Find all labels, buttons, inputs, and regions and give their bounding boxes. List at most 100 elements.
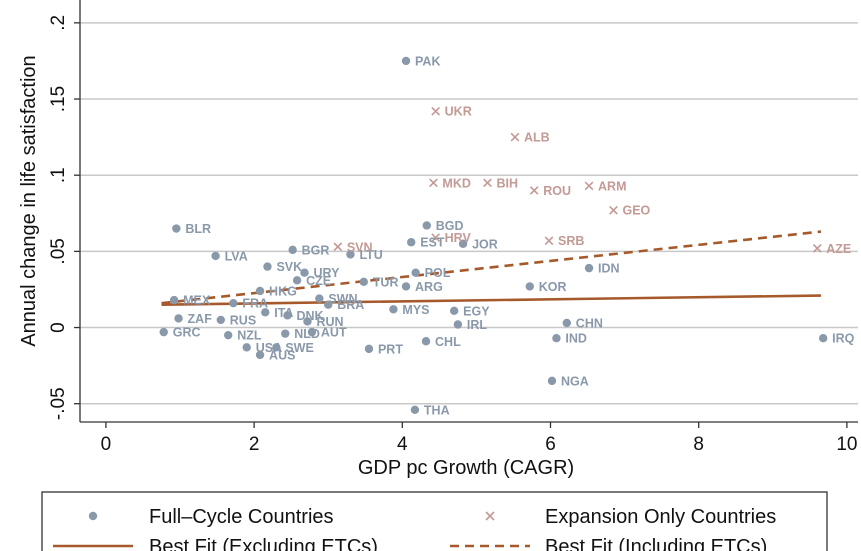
point-ltu (346, 250, 355, 259)
point-egy (449, 306, 459, 315)
label-zaf: ZAF (188, 312, 213, 326)
label-swe: SWE (285, 341, 313, 355)
label-lva: LVA (225, 249, 248, 263)
point-hkg (255, 286, 265, 296)
point-bgd (422, 221, 431, 230)
point-dnk (283, 311, 292, 320)
point-ita (261, 308, 270, 317)
point-run (303, 317, 312, 326)
point-chn (562, 318, 572, 328)
point-jor (458, 239, 468, 248)
x-tick-label: 2 (249, 434, 260, 455)
label-kor: KOR (539, 280, 567, 294)
point-rus (216, 315, 225, 325)
point-idn (584, 263, 594, 273)
y-tick-label: 0 (48, 322, 69, 333)
label-rus: RUS (230, 313, 256, 327)
point-nld (281, 329, 290, 338)
label-run: RUN (316, 315, 343, 329)
point-prt (364, 344, 374, 354)
label-idn: IDN (598, 262, 620, 276)
label-pol: POL (425, 266, 451, 280)
label-ita: ITA (274, 306, 293, 320)
label-bih: BIH (497, 176, 519, 190)
fit-lines (161, 230, 822, 306)
label-bgr: BGR (302, 243, 330, 257)
y-tick-label: .1 (48, 167, 69, 183)
fit-line-excluding-etcs (161, 294, 821, 306)
point-nga (547, 376, 557, 386)
point-ind (552, 334, 561, 343)
label-est: EST (420, 236, 445, 250)
point-geo (609, 205, 618, 215)
label-chl: CHL (435, 335, 461, 349)
point-mys (389, 305, 398, 314)
point-pak (401, 56, 411, 66)
label-blr: BLR (185, 222, 211, 236)
point-hrv (431, 233, 441, 243)
fit-line-including-etcs (161, 230, 822, 305)
point-svk (263, 262, 272, 271)
legend-label: Expansion Only Countries (545, 506, 776, 528)
label-mys: MYS (402, 303, 429, 317)
label-bgd: BGD (436, 219, 464, 233)
point-mkd (429, 178, 438, 188)
point-irl (453, 320, 463, 329)
label-arm: ARM (598, 179, 626, 193)
label-tha: THA (424, 403, 450, 417)
label-alb: ALB (524, 131, 550, 145)
legend-key-expansion (485, 511, 495, 521)
point-bgr (288, 245, 297, 255)
label-swn: SWN (328, 292, 357, 306)
point-fra (229, 298, 238, 308)
y-axis-title: Annual change in life satisfaction (18, 55, 40, 346)
point-labels: PAK BLR BGD EST JOR LVA BGR LTU SVK IDN URY POL TUR A… (173, 54, 855, 417)
label-ukr: UKR (445, 105, 472, 119)
legend-box (41, 491, 828, 551)
x-tick-label: 8 (693, 434, 704, 455)
y-tick-label: .2 (48, 15, 69, 31)
gridlines (80, 22, 858, 405)
label-arg: ARG (415, 280, 443, 294)
point-irq (818, 334, 828, 343)
label-egy: EGY (463, 304, 490, 318)
label-mkd: MKD (442, 176, 470, 190)
legend-label: Best Fit (Including ETCs) (545, 536, 767, 551)
point-mex (169, 295, 179, 305)
point-aut (307, 327, 317, 337)
label-fra: FRA (242, 297, 268, 311)
point-ukr (431, 106, 441, 116)
point-bra (324, 300, 333, 309)
label-cze: CZE (306, 274, 331, 288)
legend-label: Full–Cycle Countries (149, 506, 334, 528)
point-tha (410, 405, 420, 415)
point-srb (544, 236, 554, 246)
x-tick-label: 6 (545, 434, 556, 455)
label-srb: SRB (558, 234, 584, 248)
label-prt: PRT (378, 342, 403, 356)
point-blr (172, 224, 181, 233)
x-axis-title: GDP pc Growth (CAGR) (358, 457, 574, 479)
point-arg (401, 282, 411, 291)
point-svn (333, 242, 343, 252)
label-aus: AUS (269, 348, 295, 362)
label-nld: NLD (294, 327, 320, 341)
axes: -.05 0 .05 .1 .15 .2 0 2 4 6 8 10 (48, 0, 858, 455)
point-chl (421, 337, 431, 346)
label-hkg: HKG (269, 284, 297, 298)
label-dnk: DNK (296, 309, 323, 323)
point-bih (483, 178, 492, 188)
point-grc (159, 327, 168, 337)
y-tick-label: -.05 (48, 387, 69, 420)
point-pol (411, 268, 420, 277)
point-tur (359, 277, 368, 287)
x-tick-label: 4 (397, 434, 408, 455)
label-ind: IND (565, 332, 587, 346)
point-kor (525, 282, 534, 291)
point-ury (300, 268, 309, 277)
point-rou (529, 186, 539, 195)
data-points (159, 56, 828, 415)
label-geo: GEO (622, 204, 650, 218)
